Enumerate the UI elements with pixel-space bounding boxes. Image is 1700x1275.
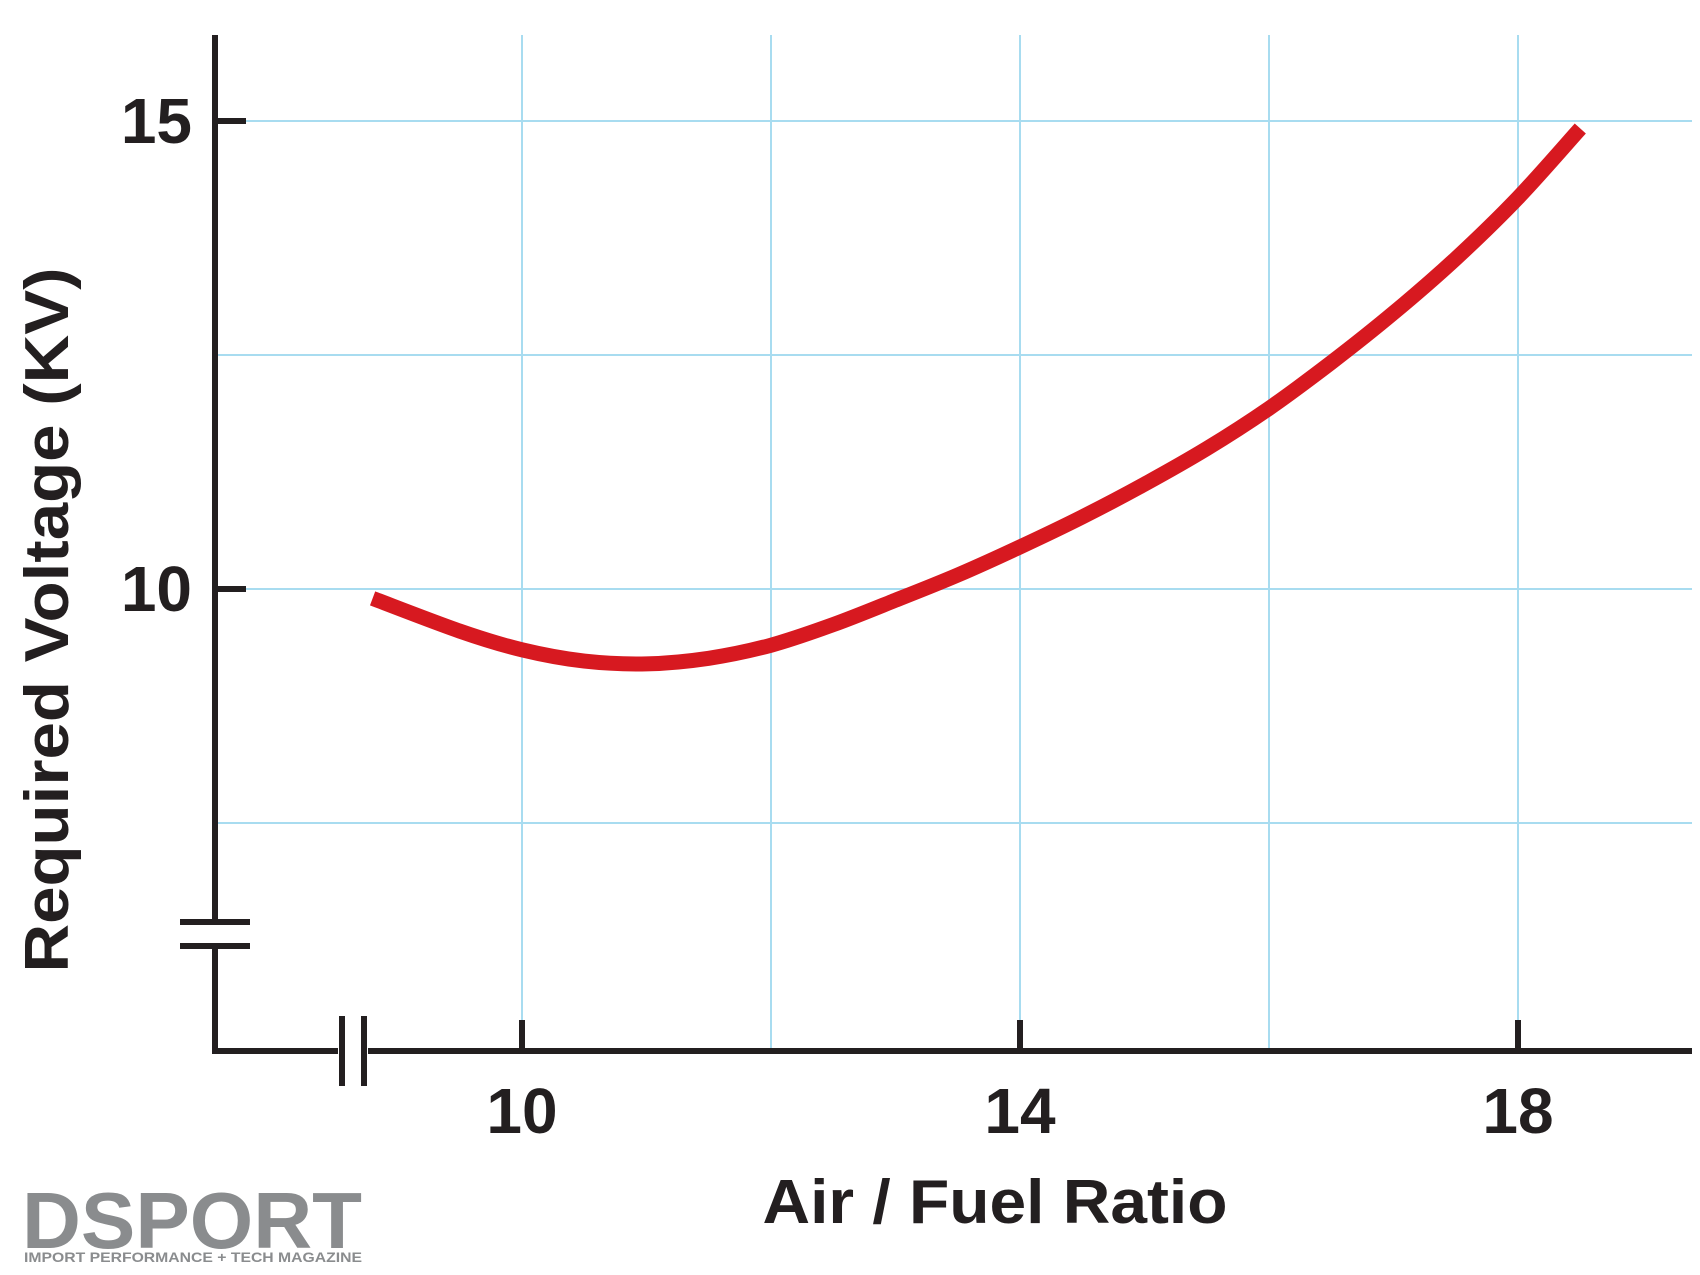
x-tick-label-10: 10 xyxy=(486,1075,557,1147)
y-tick-label-10: 10 xyxy=(121,553,192,625)
logo-tagline: IMPORT PERFORMANCE + TECH MAGAZINE xyxy=(24,1249,362,1265)
x-axis-title: Air / Fuel Ratio xyxy=(763,1168,1228,1237)
grid-lines xyxy=(215,35,1692,1051)
ticks: 10 14 18 10 15 xyxy=(121,85,1554,1147)
x-tick-label-14: 14 xyxy=(984,1075,1056,1147)
y-tick-label-15: 15 xyxy=(121,85,192,157)
series xyxy=(369,123,1586,672)
x-tick-label-18: 18 xyxy=(1482,1075,1553,1147)
y-axis-break xyxy=(180,919,250,949)
y-axis-title: Required Voltage (KV) xyxy=(13,268,82,973)
dsport-logo: DSPORT IMPORT PERFORMANCE + TECH MAGAZIN… xyxy=(22,1176,362,1265)
x-axis-break xyxy=(338,1016,368,1086)
axes xyxy=(180,35,1692,1086)
series-line-0 xyxy=(369,123,1586,672)
logo-wordmark: DSPORT xyxy=(22,1176,362,1265)
